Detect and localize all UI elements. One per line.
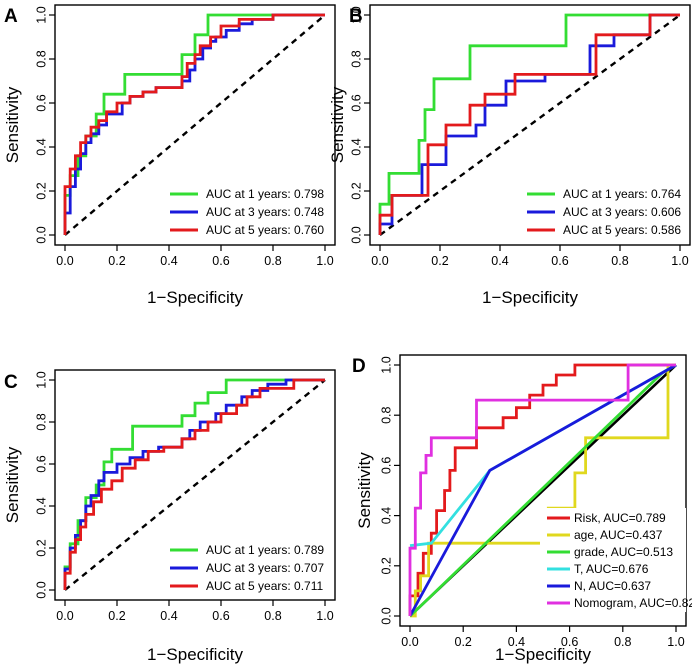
- panel-b: B 0.0 0.0 0.2 0.2 0.4 0.4 0.6 0.6 0.8 0.8 1.0 1.0 1−S…: [328, 4, 691, 307]
- roc-curve-c-2: [63, 378, 325, 590]
- legend-label-a-2: AUC at 5 years: 0.760: [206, 223, 324, 237]
- x-tick-label-c: 0.2: [108, 609, 125, 623]
- x-axis-title-a: 1−Specificity: [147, 288, 243, 307]
- x-tick-label-b: 0.6: [551, 254, 568, 268]
- y-tick-label-d: 0.2: [379, 557, 393, 574]
- roc-curve-c-1: [63, 378, 325, 590]
- panel-label-a: A: [4, 6, 18, 27]
- x-tick-label-a: 0.4: [160, 254, 177, 268]
- legend-label-c-0: AUC at 1 years: 0.789: [206, 543, 324, 557]
- x-axis-title-b: 1−Specificity: [482, 288, 578, 307]
- plot-frame-a: [54, 4, 336, 246]
- legend-label-d-0: Risk, AUC=0.789: [574, 511, 666, 525]
- x-tick-label-b: 0.4: [491, 254, 508, 268]
- y-tick-label-d: 0.4: [379, 507, 393, 524]
- legend-label-c-1: AUC at 3 years: 0.707: [206, 561, 324, 575]
- x-tick-label-c: 0.6: [212, 609, 229, 623]
- y-tick-label-b: 0.6: [349, 94, 363, 111]
- x-tick-label-d: 1.0: [667, 635, 684, 649]
- x-axis-title-c: 1−Specificity: [147, 645, 243, 664]
- x-tick-label-a: 0.6: [212, 254, 229, 268]
- plot-frame-c: [54, 369, 336, 601]
- y-axis-title-c: Sensitivity: [3, 446, 22, 523]
- x-tick-label-c: 0.4: [160, 609, 177, 623]
- roc-curve-b-0: [378, 13, 680, 235]
- legend-label-d-5: Nomogram, AUC=0.82: [574, 596, 692, 610]
- y-tick-label-c: 0.0: [34, 581, 48, 598]
- x-tick-label-d: 0.6: [561, 635, 578, 649]
- panel-label-d: D: [352, 356, 366, 377]
- x-axis-title-d: 1−Specificity: [495, 645, 591, 664]
- reference-diagonal-a: [64, 14, 326, 236]
- roc-curve-d-5: [408, 363, 676, 616]
- y-tick-label-c: 0.6: [34, 455, 48, 472]
- x-tick-label-d: 0.8: [614, 635, 631, 649]
- roc-curve-a-2: [63, 13, 325, 235]
- x-tick-label-a: 0.8: [264, 254, 281, 268]
- x-tick-label-c: 0.8: [264, 609, 281, 623]
- y-tick-label-a: 0.2: [34, 182, 48, 199]
- x-tick-label-b: 0.2: [431, 254, 448, 268]
- y-tick-label-d: 0.0: [379, 607, 393, 624]
- legend-label-d-2: grade, AUC=0.513: [574, 545, 673, 559]
- panel-c: C 0.0 0.0 0.2 0.2 0.4 0.4 0.6 0.6 0.8 0.8 1.0 1.0 1−S…: [3, 369, 336, 664]
- legend-label-b-0: AUC at 1 years: 0.764: [563, 187, 681, 201]
- panel-label-c: C: [4, 372, 18, 393]
- panel-label-b: B: [349, 6, 363, 27]
- y-tick-label-a: 0.6: [34, 94, 48, 111]
- y-tick-label-b: 1.0: [349, 6, 363, 23]
- panel-a: A 0.0 0.0 0.2 0.2 0.4 0.4 0.6 0.6 0.8 0.8 1.0 1.0 1−S…: [3, 4, 336, 307]
- roc-curve-a-0: [63, 13, 325, 235]
- roc-curve-d-0: [408, 363, 676, 616]
- legend-label-d-4: N, AUC=0.637: [574, 579, 651, 593]
- y-tick-label-b: 0.2: [349, 182, 363, 199]
- y-axis-title-b: Sensitivity: [328, 86, 347, 163]
- x-tick-label-a: 0.2: [108, 254, 125, 268]
- panel-d: D 0.0 0.0 0.2 0.2 0.4 0.4 0.6 0.6 0.8 0.8 1.0 1.0 1−S…: [352, 354, 692, 664]
- y-axis-title-d: Sensitivity: [355, 452, 374, 529]
- reference-diagonal-c: [64, 379, 326, 591]
- x-tick-label-b: 0.8: [611, 254, 628, 268]
- reference-diagonal-b: [379, 14, 681, 236]
- y-tick-label-c: 0.2: [34, 539, 48, 556]
- y-tick-label-b: 0.0: [349, 226, 363, 243]
- y-tick-label-b: 0.4: [349, 138, 363, 155]
- y-tick-label-a: 0.4: [34, 138, 48, 155]
- legend-label-d-1: age, AUC=0.437: [574, 528, 663, 542]
- y-axis-title-a: Sensitivity: [3, 86, 22, 163]
- y-tick-label-d: 1.0: [379, 356, 393, 373]
- roc-curve-b-2: [378, 13, 680, 235]
- x-tick-label-d: 0.0: [401, 635, 418, 649]
- x-tick-label-a: 0.0: [56, 254, 73, 268]
- y-tick-label-d: 0.8: [379, 406, 393, 423]
- legend-label-d-3: T, AUC=0.676: [574, 562, 649, 576]
- x-tick-label-c: 0.0: [56, 609, 73, 623]
- legend-label-a-0: AUC at 1 years: 0.798: [206, 187, 324, 201]
- plot-frame-b: [369, 4, 691, 246]
- legend-label-a-1: AUC at 3 years: 0.748: [206, 205, 324, 219]
- y-tick-label-c: 0.8: [34, 413, 48, 430]
- y-tick-label-a: 1.0: [34, 6, 48, 23]
- x-tick-label-b: 1.0: [671, 254, 688, 268]
- legend-label-b-1: AUC at 3 years: 0.606: [563, 205, 681, 219]
- y-tick-label-c: 1.0: [34, 371, 48, 388]
- legend-label-c-2: AUC at 5 years: 0.711: [206, 579, 323, 593]
- legend-box-d: [540, 508, 686, 612]
- plot-frame-d: [399, 354, 687, 627]
- y-tick-label-d: 0.6: [379, 457, 393, 474]
- y-tick-label-c: 0.4: [34, 497, 48, 514]
- x-tick-label-a: 1.0: [316, 254, 333, 268]
- y-tick-label-b: 0.8: [349, 50, 363, 67]
- x-tick-label-b: 0.0: [371, 254, 388, 268]
- x-tick-label-d: 0.2: [455, 635, 472, 649]
- x-tick-label-d: 0.4: [508, 635, 525, 649]
- y-tick-label-a: 0.8: [34, 50, 48, 67]
- legend-label-b-2: AUC at 5 years: 0.586: [563, 223, 681, 237]
- y-tick-label-a: 0.0: [34, 226, 48, 243]
- x-tick-label-c: 1.0: [316, 609, 333, 623]
